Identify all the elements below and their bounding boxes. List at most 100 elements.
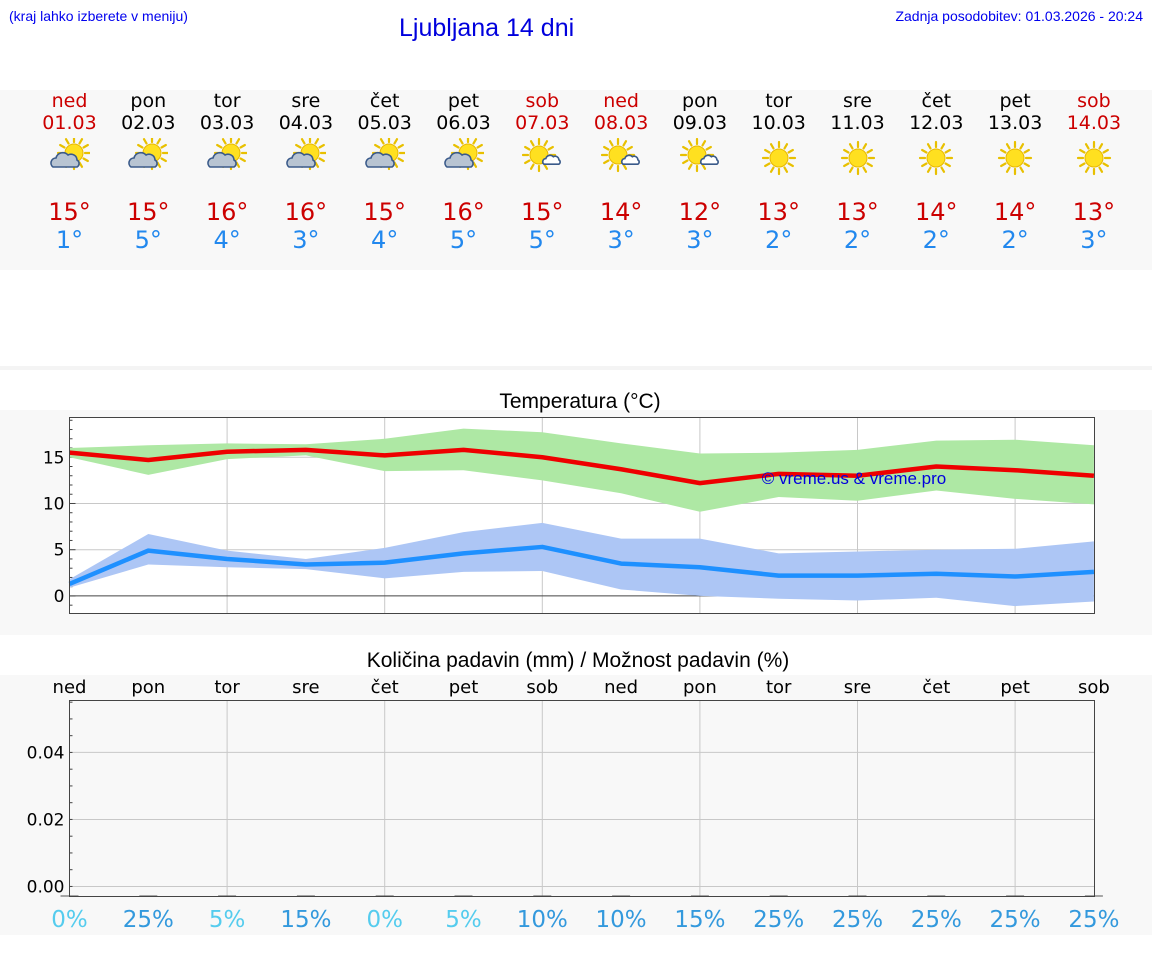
- sun-cloud-icon: [128, 135, 170, 178]
- sun-small-cloud-icon: [600, 137, 641, 178]
- max-temperature: 14°: [599, 198, 643, 226]
- sun-ray: [921, 162, 928, 168]
- sun-ray: [216, 143, 223, 149]
- min-temperature: 5°: [528, 226, 556, 254]
- max-temperature: 13°: [836, 198, 879, 226]
- precipitation-probability: 15%: [674, 907, 725, 933]
- cloud-shape: [621, 154, 640, 165]
- min-temperature: 3°: [292, 226, 320, 254]
- sun-cloud-icon: [207, 135, 249, 178]
- cloud-shape: [286, 151, 316, 168]
- sun-ray: [1023, 148, 1031, 154]
- max-temperature-line: [69, 447, 1095, 486]
- day-name: sob: [1077, 90, 1111, 112]
- temperature-chart-title: Temperatura (°C): [499, 390, 660, 413]
- day-date: 01.03: [42, 112, 97, 134]
- sun-disc: [848, 148, 867, 168]
- sun-ray: [239, 157, 247, 163]
- sun-ray: [294, 143, 302, 149]
- sun-ray: [143, 138, 148, 145]
- sun-small-cloud-icon: [679, 137, 720, 178]
- day-date: 12.03: [909, 112, 964, 134]
- precipitation-probability: 25%: [911, 907, 962, 933]
- cloud-shape: [443, 151, 474, 168]
- sun-ray: [608, 140, 614, 147]
- day-name: pon: [682, 90, 718, 112]
- min-temperature: 2°: [765, 226, 793, 254]
- y-tick-label: 15: [43, 448, 65, 468]
- cloud-shape: [364, 151, 395, 168]
- divider: [0, 366, 1152, 370]
- precipitation-probability: 25%: [990, 907, 1041, 933]
- sun-icon: [759, 138, 799, 178]
- sun-ray: [769, 143, 775, 150]
- forecast-day: čet 12.03 14° 2°: [897, 90, 975, 270]
- sun-ray: [705, 145, 712, 151]
- page-title: Ljubljana 14 dni: [399, 14, 575, 42]
- sun-ray: [848, 166, 854, 173]
- max-temperature: 15°: [521, 198, 564, 226]
- cloud-shape: [49, 151, 80, 168]
- forecast-day: pon 02.03 15° 5°: [109, 90, 187, 270]
- sun-ray: [543, 140, 549, 147]
- precipitation-probability: 25%: [753, 907, 804, 933]
- min-temperature: 4°: [371, 226, 399, 254]
- sun-ray: [687, 163, 693, 170]
- max-temperature: 16°: [284, 198, 328, 226]
- max-temperature: 16°: [442, 198, 485, 226]
- sun-ray: [603, 159, 610, 165]
- x-day-label: ned: [53, 677, 87, 698]
- day-name: sre: [843, 90, 872, 112]
- cloud-shape: [128, 151, 159, 168]
- day-date: 05.03: [357, 112, 412, 134]
- sun-ray: [318, 157, 325, 163]
- sun-ray: [77, 138, 83, 145]
- sun-ray: [944, 162, 952, 168]
- watermark: © vreme.us & vreme.pro: [762, 469, 946, 488]
- sun-ray: [318, 143, 325, 149]
- precipitation-plot-frame: [69, 700, 1095, 897]
- sun-ray: [1000, 162, 1007, 168]
- forecast-day: pet 13.03 14° 2°: [976, 90, 1054, 270]
- sun-ray: [524, 145, 531, 151]
- sun-ray: [397, 143, 404, 149]
- sun-icon: [838, 138, 878, 178]
- forecast-day: sre 04.03 16° 3°: [267, 90, 345, 270]
- x-day-label: ned: [604, 677, 638, 698]
- min-temperature: 2°: [922, 226, 950, 254]
- x-day-label: pon: [683, 677, 717, 698]
- day-name: čet: [369, 90, 400, 112]
- sun-ray: [1098, 143, 1103, 150]
- x-day-label: pet: [1000, 677, 1030, 698]
- forecast-day: sob 14.03 13° 3°: [1055, 90, 1133, 270]
- max-temperature: 15°: [127, 198, 170, 226]
- day-date: 09.03: [672, 112, 728, 134]
- x-day-label: pon: [131, 677, 165, 698]
- min-temperature: 4°: [213, 226, 241, 254]
- day-name: tor: [765, 90, 793, 112]
- precipitation-probability: 25%: [123, 907, 174, 933]
- sun-ray: [58, 143, 66, 149]
- y-tick-label: 5: [54, 541, 65, 561]
- sun-cloud-icon: [286, 135, 327, 178]
- last-update: Zadnja posodobitev: 01.03.2026 - 20:24: [895, 8, 1143, 24]
- sun-ray: [524, 159, 531, 165]
- sun-ray: [397, 157, 404, 163]
- sun-ray: [471, 138, 477, 145]
- sun-ray: [239, 143, 247, 149]
- sun-ray: [940, 166, 946, 173]
- sun-ray: [865, 162, 873, 168]
- day-name: sre: [291, 90, 321, 112]
- sun-ray: [927, 166, 932, 173]
- sun-ray: [861, 143, 867, 150]
- y-tick-label: 0: [54, 587, 65, 607]
- day-date: 13.03: [987, 112, 1043, 134]
- sun-ray: [927, 143, 932, 150]
- sun-ray: [769, 166, 775, 173]
- min-temperature-range-band: [69, 522, 1094, 607]
- x-day-label: sob: [526, 677, 558, 698]
- forecast-day: tor 10.03 13° 2°: [740, 90, 818, 270]
- sun-ray: [160, 157, 168, 163]
- sun-icon: [995, 138, 1035, 178]
- sun-ray: [622, 140, 628, 147]
